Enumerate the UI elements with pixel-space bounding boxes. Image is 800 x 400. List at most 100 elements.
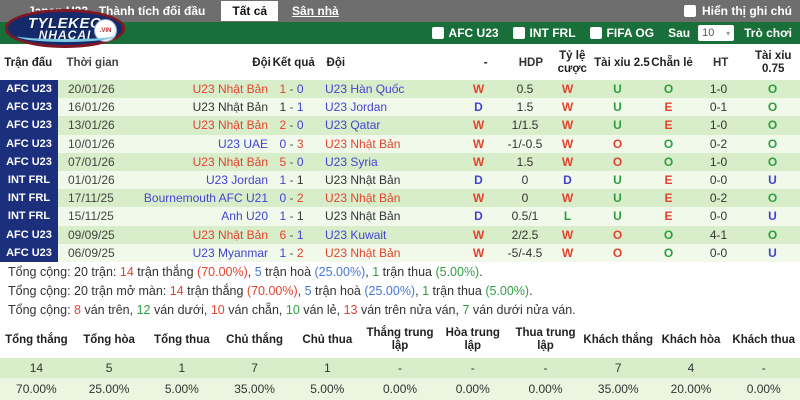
- score-cell: 1 - 1: [268, 100, 315, 114]
- checkbox-icon[interactable]: [589, 27, 602, 39]
- games-count-select[interactable]: 10 ▾: [698, 25, 735, 41]
- summary-segment: trận hoà: [261, 265, 315, 279]
- home-team: U23 Nhật Bản: [192, 154, 268, 169]
- summary-segment: 12: [136, 303, 151, 317]
- home-score: 1: [279, 209, 287, 224]
- column-header: Tỷ lệ cược: [557, 50, 587, 75]
- column-header: Đội: [252, 57, 271, 69]
- filter-checkbox-0[interactable]: AFC U23: [431, 26, 499, 40]
- home-score: 1: [279, 173, 287, 188]
- away-score: 0: [296, 82, 304, 97]
- tab-home[interactable]: Sân nhà: [292, 4, 339, 18]
- odd-even-cell: O: [663, 154, 674, 169]
- score-cell: 2 - 0: [268, 118, 315, 132]
- over-under-075-cell: O: [767, 191, 778, 206]
- halftime-cell: 1-0: [709, 82, 728, 97]
- over-under-25-cell: U: [613, 100, 622, 115]
- odds-result-cell: L: [563, 209, 572, 224]
- note-toggle[interactable]: Hiển thị ghi chú: [684, 4, 792, 18]
- checkbox-icon[interactable]: [512, 27, 525, 39]
- summary-segment: ván chẵn,: [224, 303, 286, 317]
- over-under-25-cell: O: [612, 136, 623, 151]
- topbar: Japan U23 - Thành tích đối đầu Tất cả Sâ…: [0, 0, 800, 22]
- select-value: 10: [702, 27, 715, 39]
- stats-value: -: [470, 360, 475, 375]
- summary-segment: (25.00%): [314, 265, 366, 279]
- stats-header: Tổng thua: [154, 333, 210, 346]
- match-date: 20/01/26: [68, 82, 115, 97]
- halftime-cell: 1-0: [709, 118, 728, 133]
- hdp-cell: -1/-0.5: [507, 136, 543, 151]
- stats-header: Thua trung lập: [515, 327, 576, 352]
- match-date: 09/09/25: [68, 227, 115, 242]
- score-dash: -: [286, 227, 297, 242]
- match-date: 13/01/26: [68, 118, 115, 133]
- summary-line: Tổng cộng: 20 trận: 14 trận thắng (70.00…: [8, 263, 796, 282]
- stats-value-row: 14 5 1 7 1 - - - 7 4 -: [0, 358, 800, 378]
- hdp-cell: 0: [521, 173, 529, 188]
- odd-even-cell: O: [663, 82, 674, 97]
- stats-percent: 20.00%: [670, 381, 712, 396]
- home-score: 0: [279, 191, 287, 206]
- home-score: 1: [279, 100, 287, 115]
- over-under-25-cell: U: [613, 191, 622, 206]
- tab-all[interactable]: Tất cả: [221, 1, 279, 21]
- checkbox-icon[interactable]: [431, 27, 444, 39]
- brand-logo[interactable]: TYLEKEO NHACAI .VIN: [5, 9, 125, 48]
- score-dash: -: [286, 209, 297, 224]
- result-cell: D: [474, 209, 483, 224]
- table-row: AFC U23 07/01/26 U23 Nhật Bản 5 - 0 U23 Syri…: [0, 152, 800, 171]
- away-team: U23 Nhật Bản: [325, 136, 401, 151]
- stats-value: 5: [105, 360, 113, 375]
- stats-header: Khách thắng: [583, 333, 654, 346]
- summary-segment: (25.00%): [364, 284, 416, 298]
- chevron-down-icon: ▾: [726, 28, 731, 38]
- over-under-25-cell: O: [612, 154, 623, 169]
- summary-segment: ,: [365, 265, 373, 279]
- summary-segment: ván lẻ,: [299, 303, 344, 317]
- stats-value: 1: [178, 360, 186, 375]
- summary-segment: trận thua: [379, 265, 436, 279]
- home-team: Bournemouth AFC U21: [143, 191, 268, 206]
- league-badge: AFC U23: [0, 116, 58, 135]
- note-checkbox-icon[interactable]: [684, 5, 696, 17]
- match-date: 15/11/25: [68, 209, 114, 224]
- halftime-cell: 0-2: [709, 191, 728, 206]
- away-team: U23 Nhật Bản: [325, 245, 401, 260]
- over-under-075-cell: O: [767, 100, 778, 115]
- brand-logo-vin: .VIN: [99, 27, 112, 34]
- over-under-25-cell: U: [613, 209, 622, 224]
- home-score: 5: [279, 154, 287, 169]
- over-under-075-cell: U: [768, 173, 777, 188]
- odds-result-cell: W: [561, 118, 574, 133]
- score-cell: 0 - 2: [268, 191, 315, 205]
- filter-label: INT FRL: [529, 26, 576, 40]
- table-row: AFC U23 13/01/26 U23 Nhật Bản 2 - 0 U23 Qata…: [0, 116, 800, 135]
- filter-checkbox-2[interactable]: FIFA OG: [589, 26, 654, 40]
- column-header: Chẵn lẻ: [651, 57, 693, 69]
- after-label: Sau: [668, 26, 691, 40]
- column-header: Tài xỉu 0.75: [755, 50, 792, 75]
- home-score: 2: [279, 118, 287, 133]
- match-date: 01/01/26: [68, 173, 115, 188]
- stats-value: -: [761, 360, 766, 375]
- stats-value: 1: [323, 360, 331, 375]
- home-team: U23 Jordan: [205, 173, 268, 188]
- score-cell: 1 - 0: [268, 82, 315, 96]
- stats-header: Chủ thua: [302, 333, 353, 346]
- match-date: 16/01/26: [68, 100, 115, 115]
- match-date: 06/09/25: [68, 245, 115, 260]
- note-label: Hiển thị ghi chú: [702, 4, 792, 18]
- hdp-cell: 1.5: [516, 154, 534, 169]
- away-score: 0: [296, 154, 304, 169]
- summary-segment: 7: [462, 303, 470, 317]
- away-team: U23 Nhật Bản: [325, 173, 401, 188]
- away-team: U23 Syria: [325, 154, 378, 169]
- over-under-25-cell: U: [613, 82, 622, 97]
- away-team: U23 Nhật Bản: [325, 191, 401, 206]
- filter-checkbox-1[interactable]: INT FRL: [512, 26, 576, 40]
- odd-even-cell: O: [663, 136, 674, 151]
- score-cell: 1 - 2: [268, 246, 315, 260]
